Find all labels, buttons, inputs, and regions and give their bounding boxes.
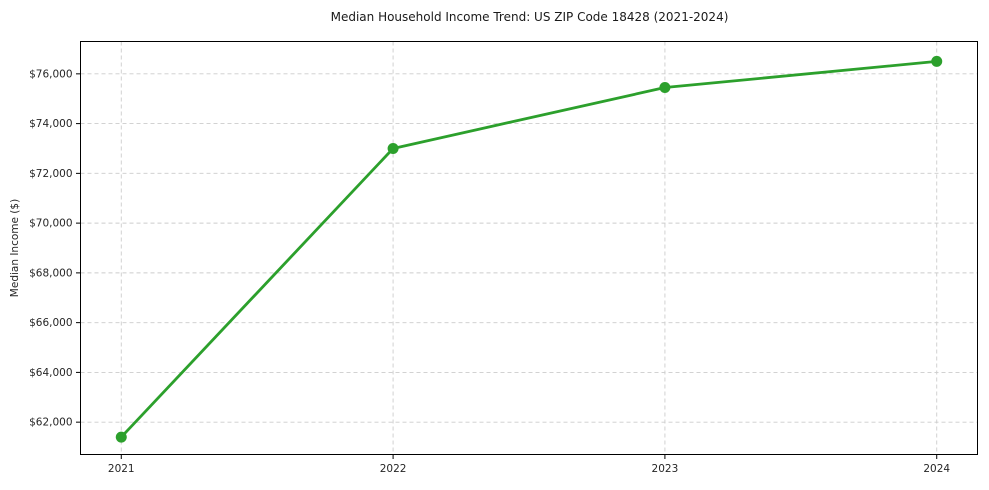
x-tick-label: 2024 <box>923 463 950 475</box>
x-tick-label: 2022 <box>380 463 407 475</box>
y-tick-label: $74,000 <box>29 118 72 130</box>
data-point <box>387 142 399 154</box>
y-tick-label: $72,000 <box>29 168 72 180</box>
y-tick-label: $68,000 <box>29 267 72 279</box>
y-tick-label: $70,000 <box>29 218 72 230</box>
y-tick-label: $64,000 <box>29 367 72 379</box>
data-point <box>115 431 127 443</box>
x-tick-label: 2023 <box>652 463 679 475</box>
data-point <box>931 55 943 67</box>
data-point <box>659 82 671 94</box>
trend-line <box>119 60 939 439</box>
x-tick-label: 2021 <box>108 463 135 475</box>
chart-title: Median Household Income Trend: US ZIP Co… <box>330 10 729 24</box>
y-tick-label: $66,000 <box>29 317 72 329</box>
y-tick-label: $62,000 <box>29 417 72 429</box>
y-tick-label: $76,000 <box>29 68 72 80</box>
plot-border <box>80 41 978 455</box>
